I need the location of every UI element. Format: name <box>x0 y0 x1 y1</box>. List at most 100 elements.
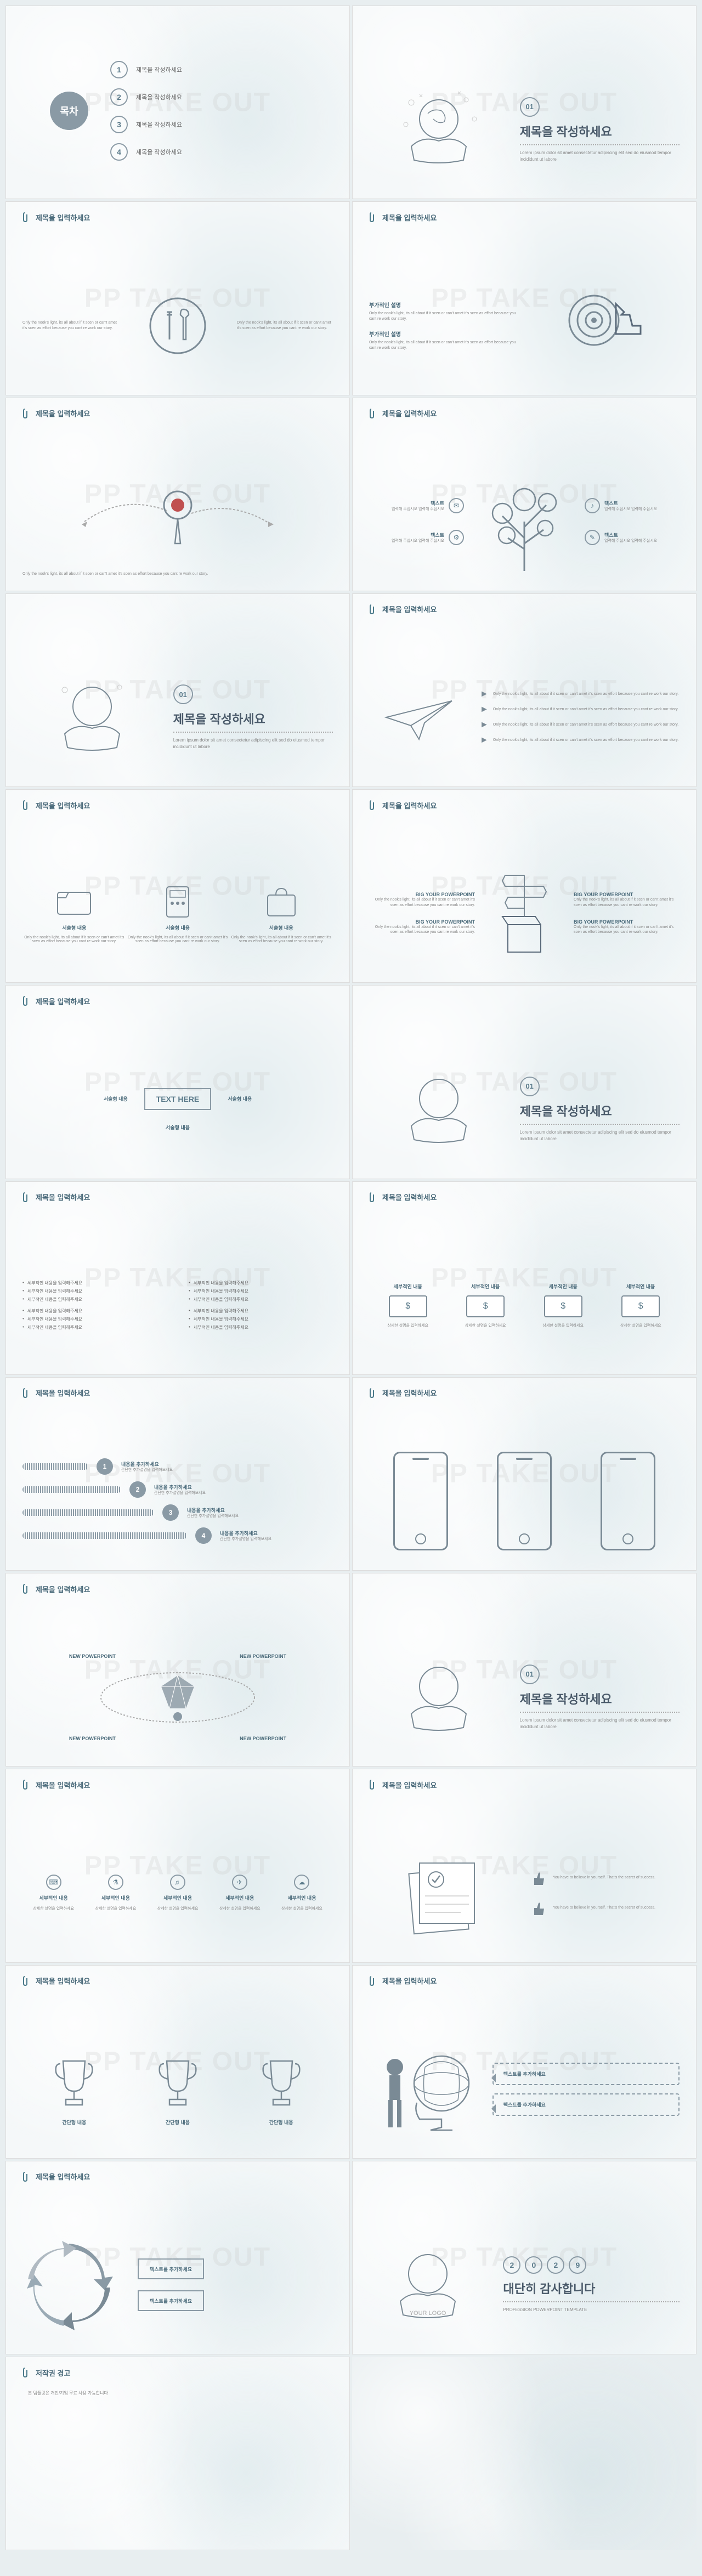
slide-section-repeat3: PP TAKE OUT 01 제목을 작성하세요 Lorem ipsum dol… <box>352 1573 697 1767</box>
phone-icon <box>601 1452 655 1550</box>
box-text: 텍스트를 추가하세요 <box>150 2267 192 2272</box>
timeline-label: 내용을 추가하세요 <box>220 1530 271 1537</box>
money-label: 세부적인 내용 <box>549 1283 578 1290</box>
timeline-label: 내용을 추가하세요 <box>187 1507 239 1514</box>
sign-desc: Only the nook's light, its all about if … <box>574 897 680 908</box>
tree-desc: 입력해 주십시오 입력해 주십시오 <box>604 507 657 512</box>
timeline-label: 내용을 추가하세요 <box>154 1484 206 1491</box>
body-text: Only the nook's light, its all about if … <box>22 571 333 577</box>
timeline-desc: 간단한 추가설명을 입력해보세요 <box>220 1537 271 1542</box>
slide-tools: PP TAKE OUT 제목을 입력하세요 Only the nook's li… <box>5 201 350 395</box>
item-desc: Only the nook's light, its all about if … <box>126 936 230 943</box>
bullet: 세부적인 내용을 입력해주세요 <box>189 1288 333 1294</box>
list-text: Only the nook's light, its all about if … <box>493 692 678 697</box>
tree-desc: 입력해 주십시오 입력해 주십시오 <box>604 539 657 544</box>
thumbs-up-icon <box>530 1870 546 1886</box>
tools-icon <box>129 229 225 395</box>
icon: ☁ <box>294 1875 309 1890</box>
circle-icon: ✉ <box>449 498 464 513</box>
bullet: 세부적인 내용을 입력해주세요 <box>189 1297 333 1303</box>
timeline-desc: 간단한 추가설명을 입력해보세요 <box>121 1468 173 1473</box>
box-text: 텍스트를 추가하세요 <box>150 2298 192 2304</box>
toc-num: 2 <box>110 88 128 106</box>
slide-section-repeat2: PP TAKE OUT 01 제목을 작성하세요 Lorem ipsum dol… <box>352 985 697 1179</box>
list-text: Only the nook's light, its all about if … <box>493 707 678 712</box>
desc: 상세한 설명을 입력하세요 <box>281 1906 322 1911</box>
bullet: 세부적인 내용을 입력해주세요 <box>22 1297 167 1303</box>
slide-5icons: PP TAKE OUT 제목을 입력하세요 ⌨세부적인 내용상세한 설명을 입력… <box>5 1769 350 1962</box>
timeline-num: 4 <box>195 1527 212 1544</box>
body-text: Only the nook's light, its all about if … <box>369 311 519 322</box>
bullet: 세부적인 내용을 입력해주세요 <box>22 1324 167 1331</box>
year-digit: 0 <box>525 2256 542 2274</box>
label: NEW POWERPOINT <box>69 1654 116 1659</box>
clip-icon <box>22 2367 31 2378</box>
trophy-icon <box>153 2053 202 2113</box>
body-text: Only the nook's light, its all about if … <box>22 320 118 331</box>
sign-label: BIG YOUR POWERPOINT <box>574 892 680 897</box>
timeline-label: 내용을 추가하세요 <box>121 1460 173 1468</box>
list-text: Only the nook's light, its all about if … <box>493 722 678 728</box>
list-text: Only the nook's light, its all about if … <box>493 738 678 743</box>
sign-desc: Only the nook's light, its all about if … <box>574 925 680 936</box>
slide-toc: PP TAKE OUT 목차 1제목을 작성하세요 2제목을 작성하세요 3제목… <box>5 5 350 199</box>
clip-icon <box>22 1388 31 1399</box>
tree-label: 텍스트 <box>392 500 444 507</box>
icon: ✈ <box>232 1875 247 1890</box>
section-title: 제목을 작성하세요 <box>520 122 680 140</box>
toc-num: 1 <box>110 61 128 78</box>
slide-title: 제목을 입력하세요 <box>36 1388 90 1398</box>
slide-bullets: PP TAKE OUT 제목을 입력하세요 세부적인 내용을 입력해주세요세부적… <box>5 1181 350 1375</box>
timeline-desc: 간단한 추가설명을 입력해보세요 <box>187 1514 239 1519</box>
money-icon: $ <box>621 1295 660 1317</box>
thumb-text: You have to believe in yourself. That's … <box>553 1905 655 1911</box>
speech-text: 텍스트를 추가하세요 <box>503 2070 669 2077</box>
tree-label: 텍스트 <box>392 531 444 539</box>
clip-icon <box>22 1583 31 1594</box>
trophy-label: 간단형 내용 <box>62 2119 86 2126</box>
slide-signs: PP TAKE OUT 제목을 입력하세요 BIG YOUR POWERPOIN… <box>352 789 697 983</box>
calc-icon <box>156 884 200 920</box>
folder-icon <box>52 884 96 920</box>
clip-icon <box>369 1779 378 1790</box>
toc-badge: 목차 <box>50 92 88 130</box>
target-hand-icon <box>530 229 680 395</box>
slide-texthere: PP TAKE OUT 제목을 입력하세요 서술형 내용 TEXT HERE 서… <box>5 985 350 1179</box>
cycle-arrows-icon <box>22 2238 116 2331</box>
sign-label: BIG YOUR POWERPOINT <box>369 892 475 897</box>
slide-title: 제목을 입력하세요 <box>36 408 90 418</box>
text-here-box: TEXT HERE <box>144 1088 212 1110</box>
slide-diamond: PP TAKE OUT 제목을 입력하세요 NEW POWERPOINTNEW … <box>5 1573 350 1767</box>
slide-title: 제목을 입력하세요 <box>36 996 90 1006</box>
side-label: 서술형 내용 <box>228 1095 252 1102</box>
clip-icon <box>22 2171 31 2182</box>
clip-icon <box>369 604 378 615</box>
money-desc: 상세한 설명을 입력하세요 <box>620 1323 661 1328</box>
clip-icon <box>22 212 31 223</box>
timeline-num: 1 <box>97 1458 113 1475</box>
sub-title: 부가적인 설명 <box>369 330 519 338</box>
clip-icon <box>369 212 378 223</box>
clip-icon <box>369 1388 378 1399</box>
slide-title: 제목을 입력하세요 <box>36 1192 90 1202</box>
money-desc: 상세한 설명을 입력하세요 <box>542 1323 584 1328</box>
thumbs-up-icon <box>530 1900 546 1916</box>
slide-title: 제목을 입력하세요 <box>382 212 437 223</box>
toc-num: 4 <box>110 143 128 161</box>
credits-text: 본 템플릿은 개인/기업 무료 사용 가능합니다 <box>28 2390 108 2397</box>
earth-hand-icon <box>22 668 162 767</box>
bullet: 세부적인 내용을 입력해주세요 <box>22 1288 167 1294</box>
trophy-label: 간단형 내용 <box>269 2119 293 2126</box>
sign-label: BIG YOUR POWERPOINT <box>369 919 475 925</box>
phone-icon <box>497 1452 552 1550</box>
toc-list: 1제목을 작성하세요 2제목을 작성하세요 3제목을 작성하세요 4제목을 작성… <box>110 61 182 161</box>
year-digit: 2 <box>547 2256 564 2274</box>
side-label: 서술형 내용 <box>104 1095 128 1102</box>
toc-text: 제목을 작성하세요 <box>136 65 182 74</box>
earth-hand-icon <box>369 1060 509 1159</box>
clip-icon <box>22 995 31 1006</box>
desc: 상세한 설명을 입력하세요 <box>95 1906 136 1911</box>
slide-title: 제목을 입력하세요 <box>382 604 437 614</box>
person-globe-icon <box>369 1993 482 2159</box>
section-num: 01 <box>173 684 193 704</box>
